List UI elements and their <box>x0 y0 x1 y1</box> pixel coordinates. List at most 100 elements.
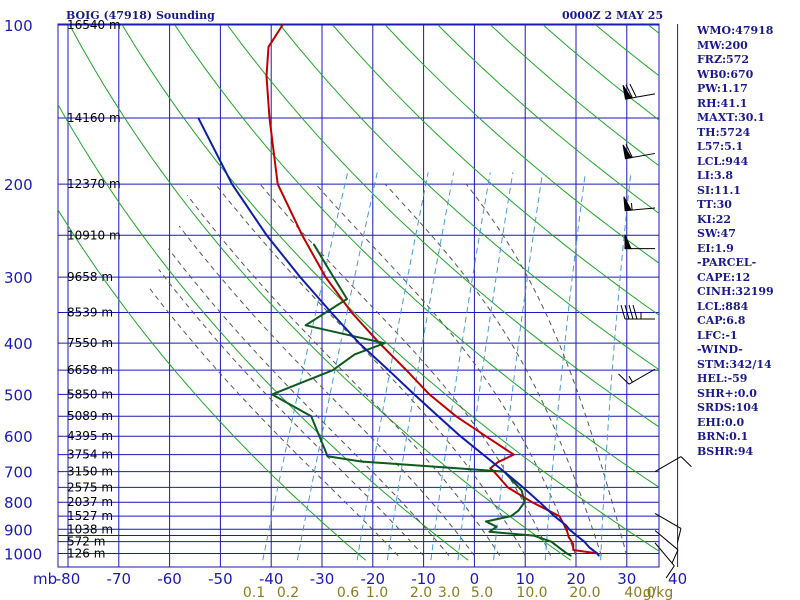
parcel-data-point <box>437 415 439 418</box>
dry-adiabat-line <box>174 24 659 488</box>
parcel-data-point <box>299 276 301 278</box>
wind-barb-staff <box>654 456 682 473</box>
dewpoint-data-point <box>312 243 315 246</box>
stat-item: FRZ:572 <box>697 53 750 66</box>
parcel-data-point <box>598 554 600 557</box>
wind-barb-feather <box>625 84 633 99</box>
temperature-tick-label: -40 <box>259 570 284 588</box>
stat-item: BRN:0.1 <box>697 430 749 443</box>
mixing-ratio-line <box>356 172 429 561</box>
stat-item: SHR+:0.0 <box>697 386 757 400</box>
pressure-tick-label: 1000 <box>4 545 42 563</box>
mixing-ratio-line <box>262 172 349 561</box>
mixing-ratio-line <box>457 172 514 561</box>
mixing-ratio-line <box>430 172 491 561</box>
dewpoint-data-point <box>495 525 498 528</box>
parcel-data-point <box>564 524 567 526</box>
parcel-data-point <box>459 435 462 438</box>
parcel-data-point <box>575 534 578 537</box>
stat-item: L57:5.1 <box>697 140 744 153</box>
dewpoint-data-point <box>488 530 491 533</box>
pressure-tick-label: 500 <box>4 386 33 404</box>
parcel-data-point <box>413 393 415 396</box>
temperature-data-point <box>572 543 575 545</box>
dewpoint-data-point <box>570 554 572 557</box>
stat-item: LFC:-1 <box>697 328 738 342</box>
mixing-ratio-label: 1.0 <box>366 585 388 600</box>
pressure-tick-label: 900 <box>4 521 33 539</box>
parcel-data-point <box>503 470 505 473</box>
temperature-data-point <box>455 415 457 418</box>
wind-barb-feather <box>620 304 626 320</box>
stat-item: BSHR:94 <box>697 444 754 458</box>
stat-item: EI:1.9 <box>697 241 734 255</box>
temperature-data-point <box>572 549 575 551</box>
wind-barb-feather <box>628 304 634 320</box>
temperature-tick-label: 0 <box>470 570 480 588</box>
temperature-data-point <box>531 501 533 504</box>
dry-adiabat-line <box>69 24 571 561</box>
wind-barb-feather <box>665 565 675 579</box>
wind-barb-feather <box>671 549 679 564</box>
dewpoint-data-point <box>558 546 560 549</box>
dewpoint-data-point <box>271 393 273 396</box>
temperature-tick-label: 10 <box>516 570 535 588</box>
dry-adiabat-line <box>226 24 659 428</box>
height-label: 572 m <box>67 535 105 549</box>
dry-adiabat-line <box>121 24 659 552</box>
dewpoint-data-point <box>327 268 330 271</box>
dewpoint-data-point <box>326 455 329 458</box>
height-label: 10910 m <box>67 228 121 242</box>
wind-barb-feather <box>632 304 638 320</box>
temperature-tick-label: 40 <box>668 570 687 588</box>
temperature-tick-label: 20 <box>566 570 585 588</box>
temperature-data-point <box>565 528 568 531</box>
temperature-data-point <box>405 369 408 371</box>
temperature-tick-label: -10 <box>411 570 436 588</box>
stat-item: HEL:-59 <box>697 372 748 385</box>
stat-item: KI:22 <box>697 212 732 226</box>
chart-time: 0000Z 2 MAY 25 <box>562 9 664 22</box>
dry-adiabat-line <box>58 103 469 561</box>
stat-item: LI:3.8 <box>697 169 734 182</box>
height-label: 14160 m <box>67 111 121 125</box>
wind-barb-feather <box>629 83 637 98</box>
mixing-ratio-label: 2.0 <box>410 585 432 600</box>
temperature-data-point <box>484 435 487 438</box>
mixing-ratio-label: 0.2 <box>277 585 299 600</box>
moist-adiabat-line <box>186 194 501 556</box>
stat-item: STM:342/14 <box>697 357 772 371</box>
dewpoint-profile-line <box>271 243 572 557</box>
dewpoint-data-point <box>353 353 356 356</box>
wind-barb-feather <box>680 456 692 468</box>
stat-item: MAXT:30.1 <box>697 111 765 124</box>
pressure-axis-unit: mb <box>33 570 57 588</box>
stats-panel: WMO:47918 MW:200 FRZ:572 WB0:670 PW:1.17 RH:4… <box>697 24 774 459</box>
wind-barb-pennant <box>622 85 633 100</box>
stat-item: SW:47 <box>697 227 736 240</box>
height-label: 5089 m <box>67 409 113 423</box>
temperature-tick-label: 30 <box>617 570 636 588</box>
height-label: 126 m <box>67 546 105 560</box>
height-label: 7550 m <box>67 336 113 350</box>
temperature-data-point <box>265 75 268 78</box>
moist-adiabat-line <box>259 183 552 556</box>
temperature-data-point <box>324 276 327 278</box>
mixing-ratio-unit: g/kg <box>643 585 674 600</box>
stat-item: -PARCEL- <box>697 256 757 269</box>
pressure-tick-label: 700 <box>4 464 33 482</box>
stat-item: CINH:32199 <box>697 285 774 298</box>
dewpoint-data-point <box>383 342 386 344</box>
temperature-data-point <box>489 467 492 470</box>
height-label: 8539 m <box>67 306 113 320</box>
wind-barb-staff <box>628 368 656 385</box>
dewpoint-data-point <box>517 509 520 512</box>
parcel-data-point <box>358 342 360 344</box>
temperature-data-point <box>428 393 431 396</box>
dewpoint-data-point <box>550 540 553 543</box>
dewpoint-data-point <box>520 489 523 492</box>
temperature-tick-label: -50 <box>208 570 233 588</box>
pressure-tick-label: 600 <box>4 428 33 446</box>
stat-item: CAPE:12 <box>697 270 751 284</box>
